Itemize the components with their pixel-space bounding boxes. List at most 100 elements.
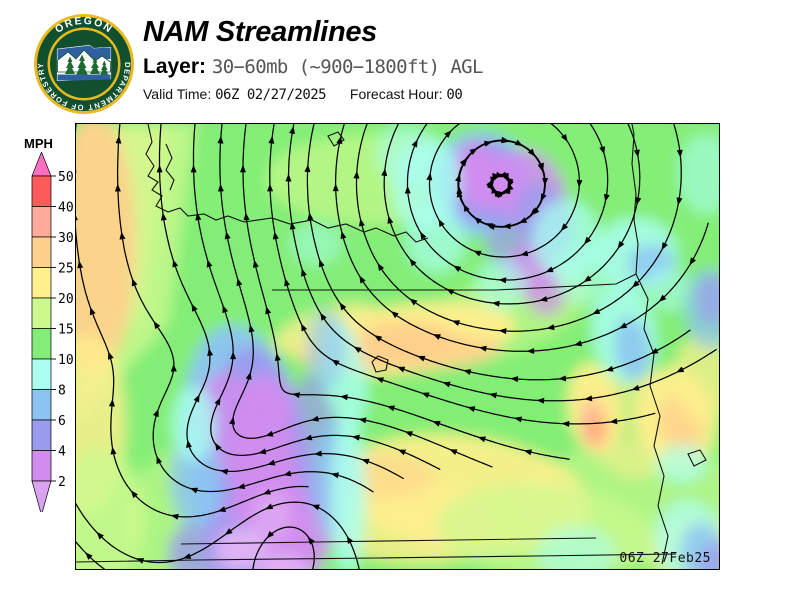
streamline-arrow xyxy=(592,308,601,315)
speed-contour-blob xyxy=(678,134,719,214)
speed-contour-blob xyxy=(361,333,501,371)
streamline-arrow xyxy=(485,223,494,229)
streamline-arrow xyxy=(361,458,370,465)
streamline-arrow xyxy=(501,188,510,195)
colorbar-tick-label-30: 30 xyxy=(58,231,74,246)
streamline-arrow xyxy=(314,450,322,457)
legend-colorbar: MPH 50 40 30 25 20 15 10 8 6 4 2 xyxy=(10,136,76,526)
streamline-arrow xyxy=(114,183,121,192)
streamline-arrow xyxy=(676,149,683,158)
streamline-arrow xyxy=(153,321,161,330)
streamline-overlay xyxy=(76,124,717,569)
streamline-arrow xyxy=(661,242,668,251)
streamline-arrow xyxy=(301,268,307,277)
colorbar-band-8-10 xyxy=(31,358,52,390)
streamline-arrow xyxy=(89,307,96,316)
streamline-arrow xyxy=(514,139,523,146)
oregon-dept-forestry-logo: OREGON DEPARTMENT OF FORESTRY xyxy=(34,14,134,114)
streamline-arrow xyxy=(224,231,231,240)
colorbar-band-2-4 xyxy=(31,450,52,482)
speed-contour-blob xyxy=(376,124,436,184)
streamline-arrow xyxy=(245,371,252,380)
streamline-arrow xyxy=(486,180,494,189)
streamline-arrow xyxy=(267,183,274,192)
streamline xyxy=(219,124,493,468)
streamline-arrow xyxy=(478,345,487,352)
streamline-arrow xyxy=(351,434,360,441)
streamline-arrow xyxy=(217,183,224,192)
streamline-arrow xyxy=(432,420,441,427)
streamline-arrow xyxy=(420,231,427,240)
geo-boundary-9 xyxy=(371,355,389,373)
streamline-arrow xyxy=(307,536,315,545)
streamline xyxy=(355,124,682,332)
streamline-arrow xyxy=(603,193,610,202)
streamline-arrow xyxy=(375,377,384,384)
geo-boundary-7 xyxy=(76,553,677,563)
streamline-arrow xyxy=(153,408,159,418)
streamline-arrow xyxy=(453,265,462,273)
colorbar-tick-label-20: 20 xyxy=(58,292,74,307)
streamline-arrow xyxy=(320,312,327,321)
geo-boundary-8 xyxy=(180,537,597,545)
streamline-arrow xyxy=(156,455,163,465)
streamline xyxy=(192,124,441,470)
streamline-arrow xyxy=(561,420,570,427)
colorbar-cap-bottom xyxy=(31,480,52,512)
colorbar-band-4-6 xyxy=(31,419,52,451)
streamline-arrow xyxy=(135,558,145,564)
streamline-map[interactable] xyxy=(76,124,719,569)
colorbar-tick-label-25: 25 xyxy=(58,262,74,277)
streamline-arrow xyxy=(289,221,296,230)
streamline-arrow xyxy=(449,449,458,455)
streamline-arrow xyxy=(359,275,366,284)
map-timestamp: 06Z 27Feb25 xyxy=(619,551,711,566)
streamline-arrow xyxy=(518,217,528,223)
geo-boundary-1 xyxy=(165,143,175,191)
speed-contour-blob xyxy=(475,258,527,310)
streamline-arrow xyxy=(248,324,255,333)
streamline-arrow xyxy=(339,302,347,311)
streamline-arrow xyxy=(537,163,544,173)
geo-boundary-11 xyxy=(687,449,707,467)
title-block: NAM Streamlines Layer: 30−60mb (~900−180… xyxy=(143,18,484,103)
streamline-arrow xyxy=(574,340,583,347)
streamline-arrow xyxy=(417,355,426,362)
streamline-arrow xyxy=(289,126,296,135)
streamline-arrow xyxy=(358,218,365,227)
streamline-arrow xyxy=(96,531,104,540)
streamline-arrow xyxy=(195,212,202,221)
streamline-arrow xyxy=(438,218,445,228)
streamline-arrow xyxy=(560,223,569,231)
streamline-arrow xyxy=(272,231,279,240)
streamline-arrow xyxy=(236,278,243,287)
streamline-arrow xyxy=(469,148,478,155)
speed-contour-blob xyxy=(526,272,566,316)
streamline-arrow xyxy=(217,135,224,144)
streamline-arrow xyxy=(523,449,532,456)
streamline-arrow xyxy=(358,417,367,424)
streamline-arrow xyxy=(409,298,418,306)
streamline-arrow xyxy=(491,300,500,307)
streamline-arrow xyxy=(446,288,455,295)
streamline-arrow xyxy=(353,346,362,354)
streamline-arrow xyxy=(444,130,452,138)
streamline-arrow xyxy=(266,530,275,539)
speed-contour-blob xyxy=(673,334,719,424)
streamline xyxy=(428,124,580,258)
streamline-arrow xyxy=(409,258,417,267)
streamline-arrow xyxy=(377,262,385,272)
streamline-arrow xyxy=(336,136,343,145)
colorbar-band-25-30 xyxy=(31,236,52,268)
streamline-arrow xyxy=(207,348,214,357)
streamline xyxy=(76,124,309,518)
streamline-arrow xyxy=(284,278,291,287)
map-panel[interactable]: 06Z 27Feb25 xyxy=(75,123,720,570)
streamline xyxy=(287,124,717,402)
streamline-arrow xyxy=(252,259,259,268)
streamline-arrow xyxy=(374,335,383,342)
streamline-arrow xyxy=(346,535,354,545)
streamline-arrow xyxy=(498,328,507,335)
layer-value: 30−60mb (~900−1800ft) AGL xyxy=(211,56,484,78)
geo-boundary-5 xyxy=(631,124,639,275)
